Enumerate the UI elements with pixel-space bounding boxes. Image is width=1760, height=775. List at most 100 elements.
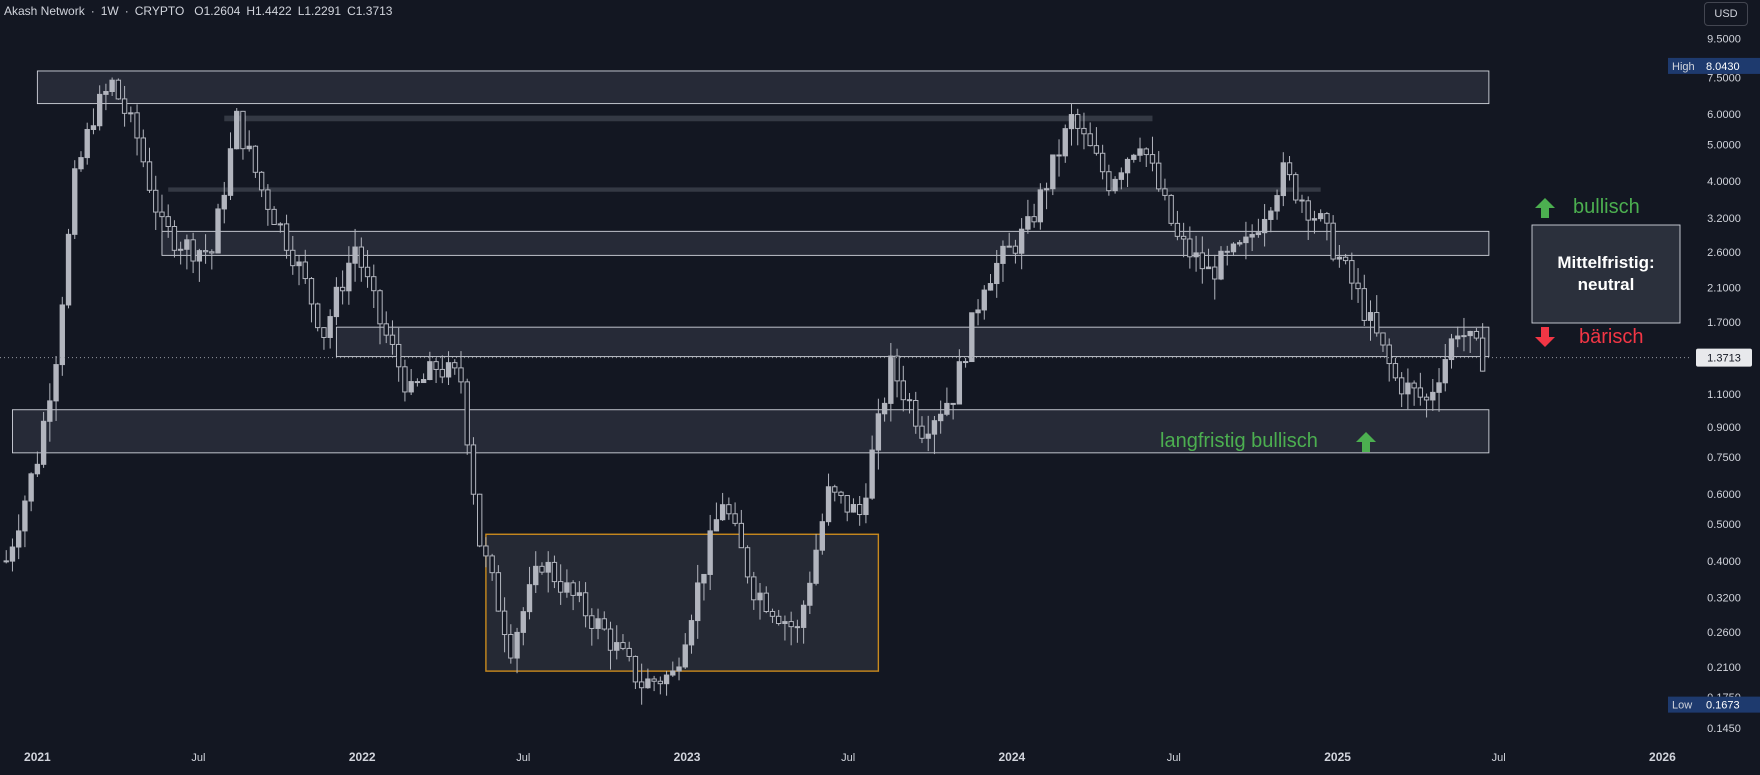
candle-body bbox=[1280, 162, 1286, 197]
candle-body bbox=[302, 261, 308, 280]
candle-body bbox=[452, 362, 458, 369]
candle-body bbox=[701, 573, 707, 584]
candle-body bbox=[1156, 162, 1162, 190]
candle-body bbox=[177, 248, 184, 251]
candle-body bbox=[483, 545, 489, 557]
candle-body bbox=[651, 678, 657, 682]
candle-body bbox=[757, 592, 763, 601]
candle-body bbox=[1037, 189, 1044, 223]
y-tick-label: 0.3200 bbox=[1707, 593, 1741, 605]
candle-body bbox=[1374, 312, 1380, 334]
candle-body bbox=[146, 161, 153, 191]
candle-body bbox=[1168, 194, 1174, 224]
candle-body bbox=[308, 278, 315, 305]
candle-body bbox=[919, 425, 925, 439]
last-price-badge bbox=[1696, 348, 1752, 367]
candle-body bbox=[190, 239, 196, 262]
y-tick-label: 1.7000 bbox=[1707, 317, 1741, 329]
candle-body bbox=[981, 289, 987, 311]
bullish-arrow-icon bbox=[1535, 198, 1555, 218]
candle-body bbox=[140, 137, 146, 163]
candle-body bbox=[9, 546, 16, 562]
candle-body bbox=[215, 208, 221, 254]
candle-body bbox=[1386, 344, 1392, 365]
candle-body bbox=[1473, 330, 1480, 339]
candle-body bbox=[545, 561, 551, 573]
candle-body bbox=[65, 233, 72, 306]
symbol-name[interactable]: Akash Network bbox=[4, 4, 85, 18]
candle-body bbox=[813, 549, 819, 584]
midterm-value: neutral bbox=[1577, 275, 1635, 294]
candle-body bbox=[508, 634, 514, 659]
candle-body bbox=[501, 610, 508, 636]
high-value: H1.4422 bbox=[246, 4, 292, 18]
zone-1.4-1.65 bbox=[335, 326, 1490, 358]
candle-body bbox=[234, 110, 240, 150]
candle-body bbox=[458, 367, 464, 383]
candle-body bbox=[1124, 158, 1131, 174]
candle-body bbox=[913, 399, 919, 427]
y-tick-label: 2.6000 bbox=[1707, 247, 1741, 259]
candle-body bbox=[271, 208, 277, 225]
candle-body bbox=[950, 402, 956, 405]
candle-body bbox=[427, 361, 433, 381]
candle-body bbox=[1286, 162, 1293, 176]
candle-body bbox=[383, 323, 389, 336]
y-tick-label: 0.6000 bbox=[1707, 489, 1741, 501]
candle-body bbox=[1261, 218, 1268, 234]
candle-body bbox=[570, 582, 576, 596]
candle-body bbox=[489, 555, 495, 574]
candle-body bbox=[1367, 312, 1374, 321]
candle-body bbox=[1436, 382, 1442, 393]
bearish-arrow-icon bbox=[1535, 327, 1555, 347]
candle-body bbox=[16, 530, 22, 548]
candle-body bbox=[90, 125, 97, 130]
candle-body bbox=[414, 381, 421, 384]
candle-body bbox=[1099, 152, 1106, 173]
candle-body bbox=[389, 334, 396, 345]
candle-body bbox=[296, 261, 302, 267]
y-tick-label: 0.1450 bbox=[1707, 723, 1741, 735]
candle-body bbox=[850, 504, 857, 513]
candle-body bbox=[807, 582, 813, 606]
candle-body bbox=[1237, 242, 1243, 245]
candle-body bbox=[1081, 127, 1087, 135]
candle-body bbox=[321, 327, 327, 338]
currency-button[interactable]: USD bbox=[1704, 2, 1748, 26]
candle-body bbox=[495, 572, 502, 612]
candle-body bbox=[589, 615, 595, 629]
candle-body bbox=[607, 628, 614, 651]
candle-body bbox=[1467, 330, 1473, 337]
high-badge-label: High bbox=[1672, 61, 1695, 73]
y-tick-label: 0.9000 bbox=[1707, 422, 1741, 434]
candle-body bbox=[863, 497, 869, 516]
symbol-header: Akash Network · 1W · CRYPTO O1.2604 H1.4… bbox=[4, 4, 392, 18]
candle-body bbox=[1361, 288, 1367, 321]
candle-body bbox=[1106, 171, 1112, 192]
candle-body bbox=[638, 681, 645, 689]
candle-body bbox=[869, 449, 875, 499]
candle-body bbox=[1342, 256, 1349, 262]
accumulation-box bbox=[485, 533, 880, 672]
candle-body bbox=[358, 246, 364, 268]
candle-body bbox=[744, 547, 751, 578]
candle-body bbox=[1448, 338, 1455, 361]
candle-body bbox=[165, 216, 171, 228]
interval-label[interactable]: 1W bbox=[100, 4, 119, 18]
candle-body bbox=[944, 402, 950, 415]
x-tick-label: 2026 bbox=[1649, 750, 1676, 764]
x-tick-label: 2024 bbox=[999, 750, 1026, 764]
candle-body bbox=[564, 582, 570, 593]
candle-body bbox=[1031, 216, 1037, 223]
candle-body bbox=[962, 361, 969, 364]
y-tick-label: 0.2100 bbox=[1707, 662, 1741, 674]
candle-body bbox=[153, 189, 159, 213]
x-tick-label: Jul bbox=[841, 752, 855, 764]
candle-body bbox=[763, 592, 769, 613]
candle-body bbox=[825, 486, 832, 523]
candle-body bbox=[1000, 245, 1006, 264]
exchange-label: CRYPTO bbox=[134, 4, 185, 18]
candle-body bbox=[719, 504, 726, 521]
